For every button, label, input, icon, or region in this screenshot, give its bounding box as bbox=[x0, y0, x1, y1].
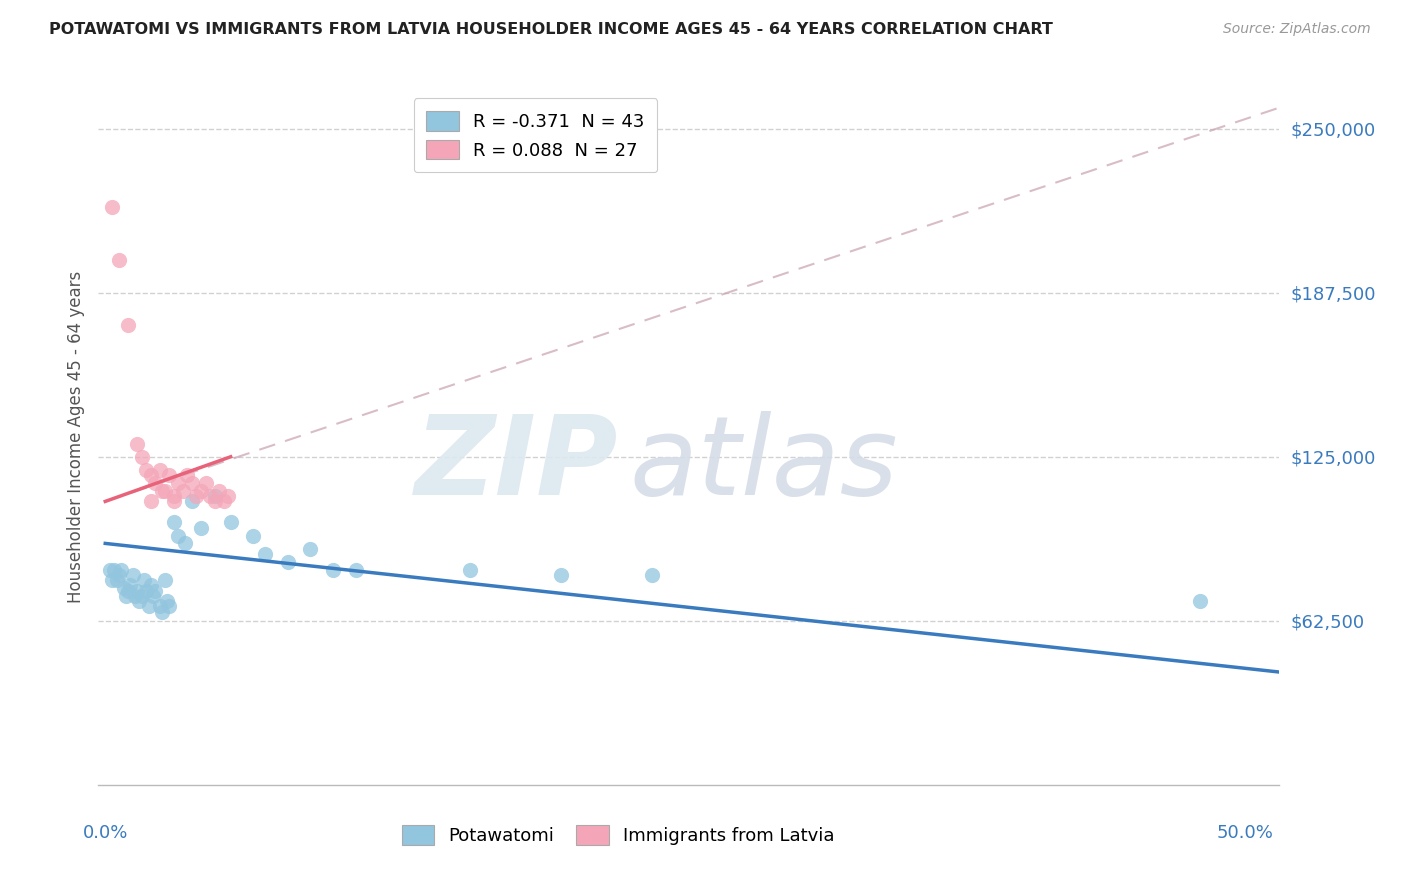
Point bbox=[194, 476, 217, 491]
Point bbox=[167, 476, 190, 491]
Point bbox=[127, 583, 149, 598]
Point bbox=[135, 583, 157, 598]
Point bbox=[190, 483, 212, 498]
Point bbox=[124, 589, 146, 603]
Point bbox=[172, 483, 194, 498]
Point bbox=[322, 563, 344, 577]
Point bbox=[157, 599, 180, 614]
Point bbox=[217, 489, 239, 503]
Point bbox=[149, 463, 172, 477]
Point bbox=[180, 476, 202, 491]
Point bbox=[110, 563, 132, 577]
Point bbox=[120, 578, 142, 592]
Point bbox=[550, 568, 572, 582]
Point bbox=[219, 516, 242, 530]
Point bbox=[131, 589, 153, 603]
Point bbox=[145, 583, 167, 598]
Point bbox=[242, 528, 264, 542]
Point bbox=[114, 589, 136, 603]
Point bbox=[198, 489, 221, 503]
Point bbox=[138, 599, 160, 614]
Point bbox=[127, 436, 149, 450]
Text: 50.0%: 50.0% bbox=[1216, 824, 1274, 842]
Point bbox=[157, 468, 180, 483]
Point bbox=[108, 252, 131, 267]
Point bbox=[139, 468, 162, 483]
Point bbox=[204, 494, 226, 508]
Point bbox=[150, 483, 173, 498]
Point bbox=[641, 568, 664, 582]
Point bbox=[150, 605, 173, 619]
Point bbox=[277, 555, 299, 569]
Point bbox=[101, 200, 124, 214]
Point bbox=[105, 573, 128, 587]
Point bbox=[299, 541, 322, 556]
Point bbox=[117, 583, 139, 598]
Point bbox=[167, 528, 190, 542]
Point bbox=[98, 563, 121, 577]
Text: POTAWATOMI VS IMMIGRANTS FROM LATVIA HOUSEHOLDER INCOME AGES 45 - 64 YEARS CORRE: POTAWATOMI VS IMMIGRANTS FROM LATVIA HOU… bbox=[49, 22, 1053, 37]
Point bbox=[1188, 594, 1211, 608]
Text: ZIP: ZIP bbox=[415, 411, 619, 518]
Point bbox=[149, 599, 172, 614]
Point bbox=[156, 594, 179, 608]
Point bbox=[176, 468, 198, 483]
Point bbox=[163, 516, 186, 530]
Point bbox=[135, 463, 157, 477]
Point bbox=[344, 563, 367, 577]
Point bbox=[139, 494, 162, 508]
Y-axis label: Householder Income Ages 45 - 64 years: Householder Income Ages 45 - 64 years bbox=[66, 271, 84, 603]
Text: 0.0%: 0.0% bbox=[83, 824, 128, 842]
Point bbox=[204, 489, 226, 503]
Point bbox=[153, 573, 176, 587]
Point bbox=[131, 450, 153, 464]
Point bbox=[132, 573, 155, 587]
Point bbox=[153, 483, 176, 498]
Point bbox=[139, 578, 162, 592]
Point bbox=[208, 483, 231, 498]
Point bbox=[174, 536, 197, 550]
Point bbox=[112, 581, 135, 595]
Point bbox=[180, 494, 202, 508]
Point bbox=[163, 489, 186, 503]
Point bbox=[142, 589, 165, 603]
Point bbox=[212, 494, 235, 508]
Point bbox=[163, 494, 186, 508]
Point bbox=[145, 476, 167, 491]
Point bbox=[101, 573, 124, 587]
Point bbox=[190, 521, 212, 535]
Point bbox=[253, 547, 276, 561]
Point bbox=[121, 568, 143, 582]
Point bbox=[186, 489, 208, 503]
Legend: Potawatomi, Immigrants from Latvia: Potawatomi, Immigrants from Latvia bbox=[395, 818, 842, 853]
Point bbox=[458, 563, 481, 577]
Point bbox=[108, 568, 131, 582]
Point bbox=[103, 563, 125, 577]
Point bbox=[128, 594, 150, 608]
Point bbox=[117, 318, 139, 333]
Text: Source: ZipAtlas.com: Source: ZipAtlas.com bbox=[1223, 22, 1371, 37]
Text: atlas: atlas bbox=[630, 411, 898, 518]
